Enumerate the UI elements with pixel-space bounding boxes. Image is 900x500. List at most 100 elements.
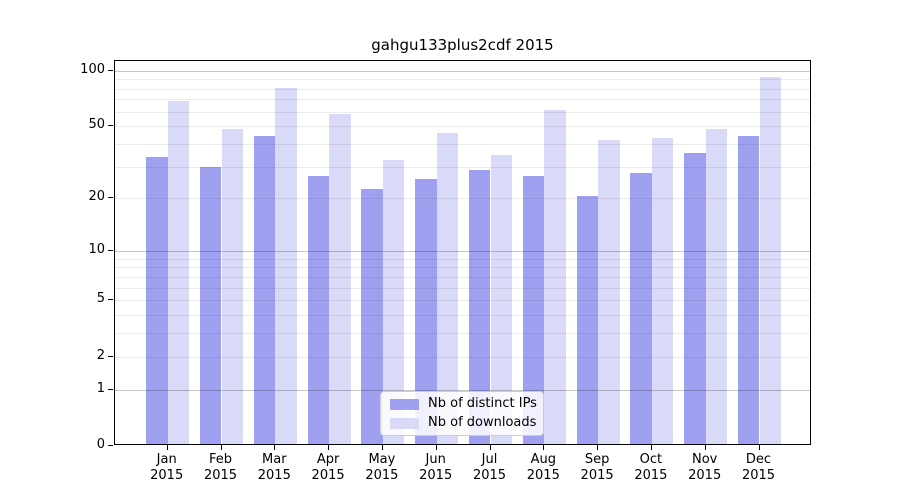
bar-downloads (759, 77, 782, 444)
gridline-minor (115, 79, 810, 81)
x-tick-label-month: Nov 2015 (673, 452, 737, 484)
bar-distinct-ips (468, 170, 491, 444)
x-tick-label-month: Jul 2015 (458, 452, 522, 484)
gridline-minor (115, 267, 810, 269)
bar-downloads (329, 113, 351, 444)
x-tick-label-month: Sep 2015 (565, 452, 629, 484)
month-year: 2015 (580, 468, 614, 483)
bar-distinct-ips (415, 179, 437, 444)
bar-distinct-ips (684, 152, 706, 444)
month-name: Aug (530, 452, 556, 467)
x-tick-mark (274, 445, 276, 450)
gridline-major (115, 250, 810, 252)
x-tick-label-month: Dec 2015 (727, 452, 791, 484)
y-tick-mark (108, 249, 113, 251)
x-tick-mark (220, 445, 222, 450)
gridline-minor (115, 143, 810, 145)
legend: Nb of distinct IPs Nb of downloads (380, 391, 544, 436)
bar-distinct-ips (576, 196, 599, 444)
gridline-minor (115, 126, 810, 128)
bar-downloads (598, 140, 620, 444)
x-tick-label-month: Feb 2015 (189, 452, 253, 484)
bar-downloads (705, 129, 728, 444)
bar-distinct-ips (307, 175, 330, 444)
y-tick-label: 100 (80, 61, 105, 77)
x-tick-label-month: Aug 2015 (511, 452, 575, 484)
x-tick-label-month: Jun 2015 (404, 452, 468, 484)
x-tick-mark (328, 445, 330, 450)
y-tick-mark (108, 69, 113, 71)
month-year: 2015 (419, 468, 453, 483)
y-tick-mark (108, 197, 113, 199)
x-tick-label-month: Jan 2015 (135, 452, 199, 484)
bar-downloads (651, 138, 674, 444)
month-name: Sep (584, 452, 610, 467)
gridline-minor (115, 198, 810, 200)
gridline-minor (115, 333, 810, 335)
plot-area (114, 60, 811, 445)
x-tick-mark (597, 445, 599, 450)
x-tick-label-month: Apr 2015 (296, 452, 360, 484)
month-year: 2015 (150, 468, 184, 483)
y-tick-mark (108, 388, 113, 390)
bar-downloads (221, 129, 244, 444)
month-name: Jan (156, 452, 177, 467)
legend-swatch-downloads (390, 417, 419, 429)
bar-downloads (167, 100, 190, 444)
y-tick-mark (108, 355, 113, 357)
bar-downloads (544, 109, 566, 444)
gridline-minor (115, 356, 810, 358)
bar-distinct-ips (199, 167, 222, 444)
x-tick-mark (543, 445, 545, 450)
gridline-minor (115, 111, 810, 113)
month-year: 2015 (257, 468, 291, 483)
grid-layer (115, 61, 810, 444)
bar-downloads (382, 159, 405, 444)
y-tick-label: 20 (88, 189, 105, 205)
gridline-minor (115, 287, 810, 289)
gridline-minor (115, 166, 810, 168)
bars-layer (115, 61, 810, 444)
legend-item-ips: Nb of distinct IPs (390, 396, 537, 412)
bar-distinct-ips (146, 157, 168, 444)
legend-label-ips: Nb of distinct IPs (428, 396, 537, 411)
month-name: May (368, 452, 396, 467)
y-tick-label: 1 (96, 380, 105, 396)
month-name: Apr (316, 452, 340, 467)
month-year: 2015 (741, 468, 776, 483)
chart-title: gahgu133plus2cdf 2015 (371, 36, 554, 54)
gridline-major (115, 389, 810, 391)
month-year: 2015 (311, 468, 345, 483)
x-tick-label-month: Mar 2015 (242, 452, 306, 484)
month-year: 2015 (526, 468, 560, 483)
x-tick-mark (704, 445, 706, 450)
bar-distinct-ips (253, 136, 276, 444)
gridline-minor (115, 258, 810, 260)
x-tick-mark (435, 445, 437, 450)
bar-distinct-ips (522, 175, 545, 444)
x-tick-label-month: May 2015 (350, 452, 414, 484)
y-tick-label: 10 (88, 241, 105, 257)
x-tick-label-month: Oct 2015 (619, 452, 683, 484)
legend-swatch-ips (390, 398, 419, 410)
y-tick-mark (108, 299, 113, 301)
gridline-major (115, 70, 810, 72)
month-year: 2015 (634, 468, 668, 483)
month-name: Jun (425, 452, 446, 467)
x-tick-mark (166, 445, 168, 450)
month-year: 2015 (688, 468, 722, 483)
month-year: 2015 (365, 468, 399, 483)
month-name: Feb (208, 452, 233, 467)
y-tick-mark (108, 445, 113, 446)
gridline-minor (115, 315, 810, 317)
bar-downloads (436, 132, 459, 444)
x-tick-mark (758, 445, 760, 450)
legend-label-downloads: Nb of downloads (428, 415, 537, 430)
gridline-minor (115, 88, 810, 90)
bar-distinct-ips (361, 188, 383, 444)
bar-distinct-ips (737, 136, 760, 444)
x-tick-mark (650, 445, 652, 450)
y-tick-label: 0 (96, 437, 105, 452)
month-name: Jul (481, 452, 498, 467)
